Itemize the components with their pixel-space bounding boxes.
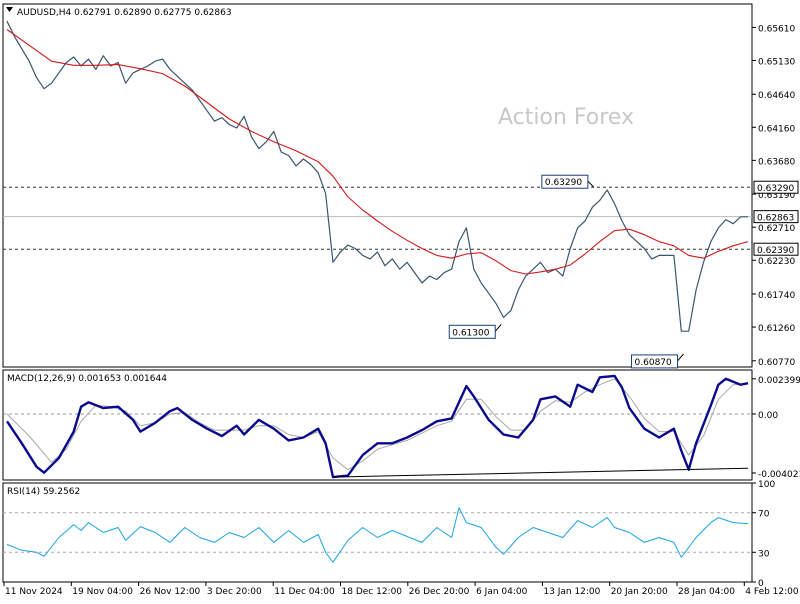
- price-y-tick-label: 0.62710: [758, 224, 795, 234]
- rsi-line: [6, 507, 749, 563]
- price-panel-title: AUDUSD,H4 0.62791 0.62890 0.62775 0.6286…: [17, 8, 232, 18]
- level-price-tag: [753, 180, 799, 194]
- annotation-label: 0.63290: [545, 178, 582, 188]
- x-tick-label: 26 Nov 12:00: [140, 587, 201, 597]
- annotation-box: [541, 174, 589, 189]
- macd-signal-line: [6, 378, 749, 471]
- collapse-triangle-icon[interactable]: [6, 7, 13, 12]
- level-price-tag-label: 0.63290: [757, 184, 794, 194]
- x-tick-label: 18 Dec 12:00: [342, 587, 403, 597]
- rsi-y-tick-label: 70: [758, 510, 770, 520]
- price-y-tick-label: 0.60770: [758, 358, 795, 368]
- annotation-box: [631, 354, 679, 369]
- level-price-tag-label: 0.62390: [757, 246, 794, 256]
- price-y-tick-label: 0.63190: [758, 191, 795, 201]
- x-tick-label: 19 Nov 04:00: [72, 587, 133, 597]
- price-y-tick-label: 0.63680: [758, 157, 795, 167]
- watermark-label: Action Forex: [498, 105, 634, 130]
- annotation-connector: [494, 323, 502, 332]
- x-tick-label: 13 Jan 12:00: [543, 587, 600, 597]
- x-tick-label: 3 Dec 20:00: [207, 587, 262, 597]
- x-tick-label: 4 Feb 12:00: [745, 587, 799, 597]
- x-tick-label: 20 Jan 20:00: [611, 587, 668, 597]
- x-tick-label: 28 Jan 04:00: [678, 587, 735, 597]
- panel-frame-rsi: [2, 482, 753, 583]
- price-y-tick-label: 0.64640: [758, 91, 795, 101]
- annotation-connector: [677, 353, 684, 362]
- price-y-tick-label: 0.62230: [758, 257, 795, 267]
- price-y-tick-label: 0.61740: [758, 291, 795, 301]
- rsi-y-tick-label: 30: [758, 549, 770, 559]
- price-y-tick-label: 0.65610: [758, 24, 795, 34]
- macd-y-tick-label: 0.002399: [758, 376, 800, 386]
- price-y-tick-label: 0.65130: [758, 57, 795, 67]
- annotation-label: 0.61300: [452, 328, 489, 338]
- moving-average-line: [6, 29, 749, 275]
- annotation-connector: [587, 180, 595, 188]
- level-price-tag: [753, 242, 799, 256]
- panel-frame-macd: [2, 369, 753, 481]
- macd-panel-title: MACD(12,26,9) 0.001653 0.001644: [7, 374, 167, 384]
- x-tick-label: 11 Dec 04:00: [274, 587, 335, 597]
- annotation-box: [448, 324, 496, 339]
- price-y-tick-label: 0.64160: [758, 124, 795, 134]
- macd-trendline: [333, 467, 749, 478]
- macd-main-line: [6, 374, 749, 479]
- annotation-label: 0.60870: [635, 358, 672, 368]
- x-tick-label: 6 Jan 04:00: [476, 587, 528, 597]
- price-series-line: [6, 20, 748, 332]
- macd-y-tick-label: -0.004021: [758, 470, 800, 480]
- x-tick-label: 26 Dec 20:00: [409, 587, 470, 597]
- x-tick-label: 11 Nov 2024: [5, 587, 63, 597]
- current-price-tag: [753, 210, 799, 224]
- macd-y-tick-label: 0.00: [758, 411, 778, 421]
- rsi-y-tick-label: 100: [758, 480, 775, 490]
- level-price-tag-label: 0.62863: [757, 214, 794, 224]
- rsi-panel-title: RSI(14) 59.2562: [7, 487, 80, 497]
- price-y-tick-label: 0.61260: [758, 324, 795, 334]
- rsi-y-tick-label: 0: [758, 579, 764, 589]
- panel-frame-price: [2, 3, 753, 368]
